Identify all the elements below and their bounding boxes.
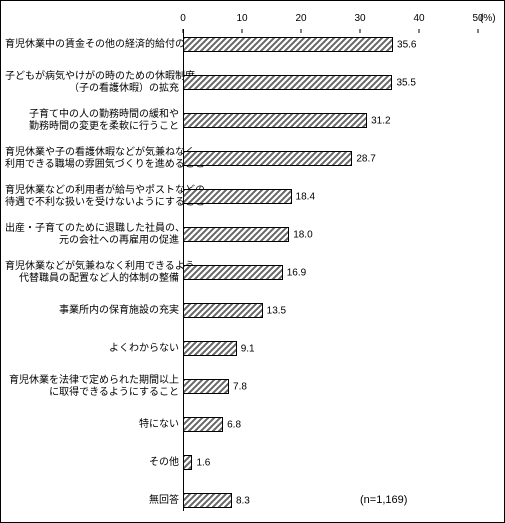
x-tick-label: 10 <box>236 13 247 24</box>
bar-row: 子育て中の人の勤務時間の緩和や 勤務時間の変更を柔軟に行うこと31.2 <box>183 113 478 128</box>
bar-row: 出産・子育てのために退職した社員の、 元の会社への再雇用の促進18.0 <box>183 227 478 242</box>
bar-row: 育児休業中の賃金その他の経済的給付の充実35.6 <box>183 37 478 52</box>
bar-fill <box>184 190 291 203</box>
category-label: 特にない <box>5 419 179 431</box>
category-label: 無回答 <box>5 495 179 507</box>
value-label: 16.9 <box>287 267 306 278</box>
x-tick-label: 0 <box>180 13 186 24</box>
bar-row: 事業所内の保育施設の充実13.5 <box>183 303 478 318</box>
bar-row: 育児休業や子の看護休暇などが気兼ねなく 利用できる職場の雰囲気づくりを進めること… <box>183 151 478 166</box>
category-label: 育児休業などの利用者が給与やポストなどの 待遇で不利な扱いを受けないようにするこ… <box>5 185 179 209</box>
category-label: 子育て中の人の勤務時間の緩和や 勤務時間の変更を柔軟に行うこと <box>5 109 179 133</box>
bar-fill <box>184 456 191 469</box>
figure: 01020304050(%)育児休業中の賃金その他の経済的給付の充実35.6子ど… <box>0 0 505 523</box>
bar-row: 育児休業などの利用者が給与やポストなどの 待遇で不利な扱いを受けないようにするこ… <box>183 189 478 204</box>
bar-fill <box>184 76 391 89</box>
x-tick-label: 40 <box>413 13 424 24</box>
bar-row: その他1.6 <box>183 455 478 470</box>
x-tick-mark <box>360 29 361 33</box>
bar-fill <box>184 418 222 431</box>
x-tick-mark <box>183 29 184 33</box>
category-label: 事業所内の保育施設の充実 <box>5 305 179 317</box>
category-label: 育児休業や子の看護休暇などが気兼ねなく 利用できる職場の雰囲気づくりを進めること <box>5 147 179 171</box>
bar <box>183 341 237 356</box>
category-label: 出産・子育てのために退職した社員の、 元の会社への再雇用の促進 <box>5 223 179 247</box>
value-label: 9.1 <box>241 343 255 354</box>
value-label: 7.8 <box>233 381 247 392</box>
value-label: 28.7 <box>356 153 375 164</box>
bar-row: 育児休業などが気兼ねなく利用できるよう、 代替職員の配置など人的体制の整備16.… <box>183 265 478 280</box>
bar-fill <box>184 152 351 165</box>
category-label: その他 <box>5 457 179 469</box>
bar-fill <box>184 228 288 241</box>
bar-row: 無回答8.3 <box>183 493 478 508</box>
bar-row: 特にない6.8 <box>183 417 478 432</box>
x-tick-mark <box>242 29 243 33</box>
bar-fill <box>184 114 366 127</box>
category-label: よくわからない <box>5 343 179 355</box>
category-label: 育児休業中の賃金その他の経済的給付の充実 <box>5 39 179 51</box>
bar-fill <box>184 38 392 51</box>
value-label: 6.8 <box>227 419 241 430</box>
value-label: 13.5 <box>267 305 286 316</box>
bar <box>183 37 393 52</box>
plot-area: 01020304050(%)育児休業中の賃金その他の経済的給付の充実35.6子ど… <box>183 29 478 511</box>
value-label: 35.6 <box>397 39 416 50</box>
x-tick-label: 20 <box>295 13 306 24</box>
bar <box>183 493 232 508</box>
value-label: 18.4 <box>296 191 315 202</box>
sample-size-label: (n=1,169) <box>360 494 407 506</box>
bar <box>183 75 392 90</box>
value-label: 18.0 <box>293 229 312 240</box>
bar <box>183 151 352 166</box>
bar-fill <box>184 380 228 393</box>
bar-row: よくわからない9.1 <box>183 341 478 356</box>
x-tick-mark <box>419 29 420 33</box>
bar <box>183 303 263 318</box>
bar <box>183 265 283 280</box>
bar <box>183 455 192 470</box>
value-label: 35.5 <box>396 77 415 88</box>
bar-row: 子どもが病気やけがの時のための休暇制度 （子の看護休暇）の拡充35.5 <box>183 75 478 90</box>
bar <box>183 379 229 394</box>
category-label: 育児休業を法律で定められた期間以上 に取得できるようにすること <box>5 375 179 399</box>
bar-fill <box>184 266 282 279</box>
bar-row: 育児休業を法律で定められた期間以上 に取得できるようにすること7.8 <box>183 379 478 394</box>
x-axis-unit: (%) <box>480 13 496 24</box>
x-tick-label: 30 <box>354 13 365 24</box>
bar <box>183 189 292 204</box>
category-label: 子どもが病気やけがの時のための休暇制度 （子の看護休暇）の拡充 <box>5 71 179 95</box>
value-label: 31.2 <box>371 115 390 126</box>
bar <box>183 417 223 432</box>
bar-fill <box>184 494 231 507</box>
category-label: 育児休業などが気兼ねなく利用できるよう、 代替職員の配置など人的体制の整備 <box>5 261 179 285</box>
x-tick-mark <box>478 29 479 33</box>
bar <box>183 227 289 242</box>
value-label: 8.3 <box>236 495 250 506</box>
value-label: 1.6 <box>196 457 210 468</box>
x-tick-mark <box>301 29 302 33</box>
bar-fill <box>184 304 262 317</box>
bar-fill <box>184 342 236 355</box>
bar <box>183 113 367 128</box>
